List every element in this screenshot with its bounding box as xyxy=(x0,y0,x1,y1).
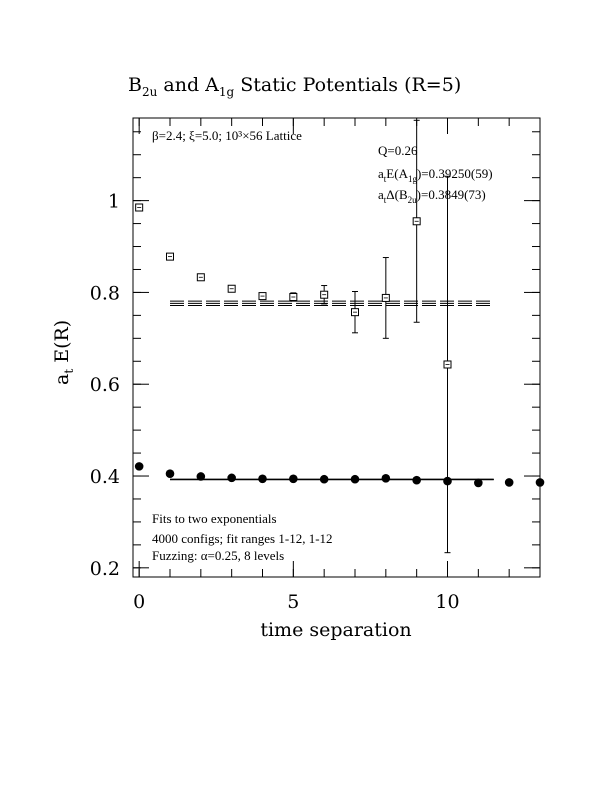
data-point-a1g xyxy=(319,474,329,484)
annotation-lattice: β=2.4; ξ=5.0; 10³×56 Lattice xyxy=(152,128,302,143)
data-point-a1g xyxy=(474,478,483,488)
y-tick-label: 0.6 xyxy=(90,374,120,396)
data-point-a1g xyxy=(535,478,545,487)
data-points xyxy=(134,119,545,554)
x-tick-label: 10 xyxy=(435,591,459,613)
annotation-fits: Fits to two exponentials xyxy=(152,511,277,526)
annotation-fuzzing: Fuzzing: α=0.25, 8 levels xyxy=(152,548,284,563)
fit-bands xyxy=(170,300,494,481)
y-axis-label: at E(R) xyxy=(51,320,76,385)
annotation-configs: 4000 configs; fit ranges 1-12, 1-12 xyxy=(152,531,333,546)
annotation-q: Q=0.26 xyxy=(378,143,418,158)
data-point-a1g xyxy=(350,474,360,484)
data-point-a1g xyxy=(289,474,298,484)
y-tick-label: 0.4 xyxy=(90,466,120,488)
data-point-a1g xyxy=(196,472,206,481)
data-point-a1g xyxy=(227,473,236,483)
axis-ticks xyxy=(133,118,541,577)
annotation-b2u: atΔ(B2u)=0.3849(73) xyxy=(378,187,486,205)
data-point-a1g xyxy=(381,474,391,483)
x-tick-labels: 0 5 10 xyxy=(133,591,459,613)
x-tick-label: 0 xyxy=(133,591,145,613)
x-tick-label: 5 xyxy=(287,591,299,613)
data-point-a1g xyxy=(258,474,267,484)
y-tick-label: 1 xyxy=(108,191,120,213)
y-tick-labels: 0.2 0.4 0.6 0.8 1 xyxy=(90,191,120,580)
x-axis-label: time separation xyxy=(260,619,411,641)
y-tick-label: 0.2 xyxy=(90,558,120,580)
plot-frame xyxy=(132,117,541,578)
data-point-a1g xyxy=(134,462,144,471)
data-point-a1g xyxy=(165,469,175,479)
data-point-a1g xyxy=(412,475,421,485)
data-point-a1g xyxy=(504,478,514,487)
y-tick-label: 0.8 xyxy=(90,282,120,304)
data-point-a1g xyxy=(443,476,452,486)
annotation-a1g: atE(A1g)=0.39250(59) xyxy=(378,166,493,184)
chart-title: B2u and A1g Static Potentials (R=5) xyxy=(128,74,461,99)
